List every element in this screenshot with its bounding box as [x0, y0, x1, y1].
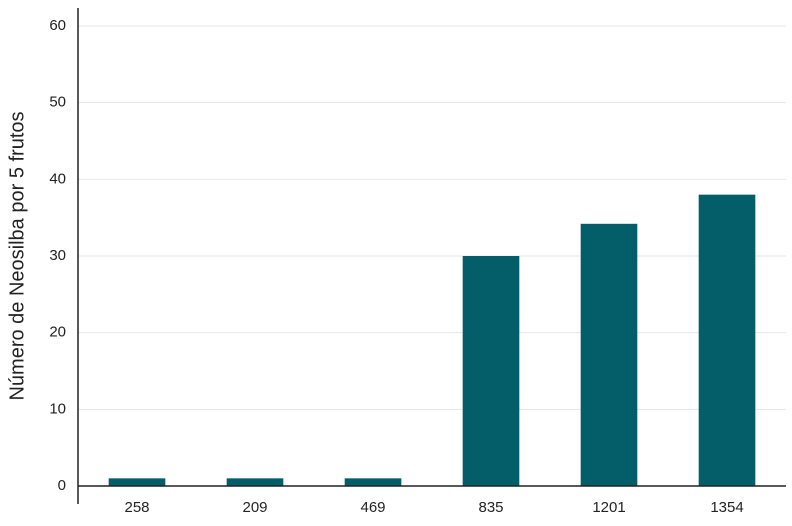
bar [108, 478, 166, 486]
x-tick-label: 1354 [710, 499, 743, 516]
y-axis-label: Número de Neosilba por 5 frutos [6, 111, 28, 400]
bar [462, 256, 520, 486]
bar [226, 478, 284, 486]
y-tick-label: 50 [49, 94, 66, 111]
y-tick-label: 20 [49, 324, 66, 341]
x-tick-label: 1201 [592, 499, 625, 516]
y-tick-label: 10 [49, 400, 66, 417]
x-tick-label: 835 [478, 499, 503, 516]
bar [580, 223, 638, 487]
x-tick-label: 209 [242, 499, 267, 516]
bar [698, 194, 756, 486]
y-tick-label: 30 [49, 247, 66, 264]
bar [344, 478, 402, 486]
y-tick-label: 60 [49, 17, 66, 34]
x-tick-label: 258 [124, 499, 149, 516]
y-tick-label: 40 [49, 170, 66, 187]
x-tick-label: 469 [360, 499, 385, 516]
y-tick-label: 0 [58, 477, 66, 494]
